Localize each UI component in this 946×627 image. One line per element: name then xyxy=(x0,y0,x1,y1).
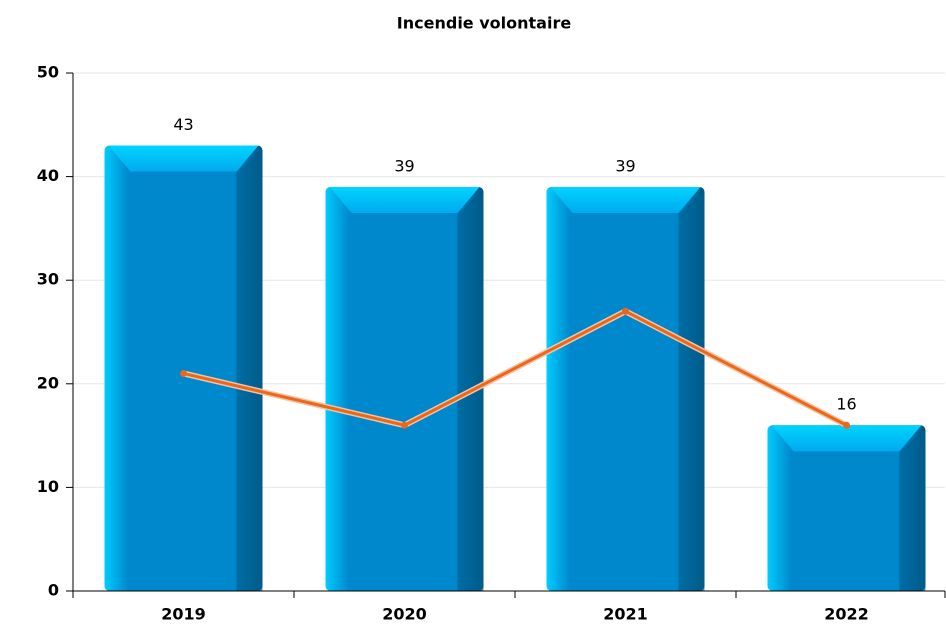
data-label: 39 xyxy=(615,156,635,175)
bar xyxy=(325,186,484,591)
bar-right xyxy=(899,430,926,591)
line-point xyxy=(401,421,408,429)
bar xyxy=(104,145,263,591)
line xyxy=(183,309,848,427)
line-point xyxy=(843,421,850,429)
bar-top xyxy=(771,425,922,452)
y-tick-label: 0 xyxy=(48,581,59,600)
y-tick-label: 10 xyxy=(37,477,59,496)
line-point xyxy=(180,369,187,377)
bar-body xyxy=(767,425,926,591)
chart-title: Incendie volontaire xyxy=(397,14,572,33)
x-tick-label: 2020 xyxy=(382,605,427,624)
y-tick-label: 20 xyxy=(37,373,59,392)
bar-body xyxy=(325,186,484,591)
bar-top xyxy=(108,145,259,172)
bar-body xyxy=(104,145,263,591)
line-point xyxy=(622,307,629,315)
bar xyxy=(767,425,926,591)
bar-body xyxy=(546,186,705,591)
x-tick-label: 2019 xyxy=(161,605,206,624)
data-label: 43 xyxy=(173,115,193,134)
bar-right xyxy=(236,150,263,591)
data-label: 16 xyxy=(836,395,856,414)
bar-top xyxy=(550,186,701,213)
bar-top xyxy=(329,186,480,213)
y-tick-label: 40 xyxy=(37,166,59,185)
bar-right xyxy=(678,191,705,591)
bar xyxy=(546,186,705,591)
y-tick-label: 50 xyxy=(37,63,59,82)
x-tick-label: 2022 xyxy=(824,605,869,624)
x-tick-label: 2021 xyxy=(603,605,648,624)
y-tick-label: 30 xyxy=(37,270,59,289)
data-label: 39 xyxy=(394,156,414,175)
